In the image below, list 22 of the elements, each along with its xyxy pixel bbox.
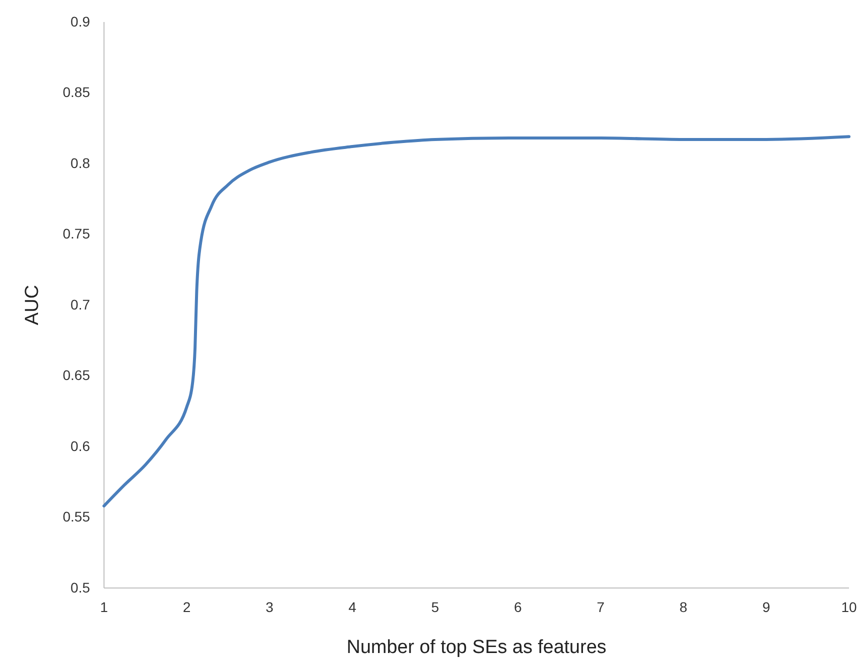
y-axis-title: AUC [22, 284, 43, 326]
x-tick-label: 9 [762, 598, 770, 615]
x-tick-label: 1 [100, 598, 108, 615]
x-tick-label: 8 [680, 598, 688, 615]
y-tick-label: 0.9 [70, 13, 90, 30]
y-tick-label: 0.7 [70, 296, 90, 312]
y-tick-label: 0.6 [70, 438, 90, 454]
x-tick-label: 6 [514, 598, 522, 615]
y-tick-label: 0.85 [62, 84, 90, 100]
line-series [102, 135, 850, 508]
x-tick-label: 10 [841, 598, 857, 615]
x-tick-label: 2 [182, 598, 191, 615]
y-tick-label: 0.55 [62, 508, 90, 525]
x-tick-label: 4 [348, 598, 356, 615]
y-tick-label: 0.8 [70, 154, 90, 171]
y-tick-label: 0.75 [62, 226, 90, 242]
y-tick-label: 0.5 [70, 579, 90, 596]
x-tick-label: 5 [431, 598, 440, 615]
x-tick-label: 3 [266, 598, 274, 615]
x-tick-label: 7 [596, 598, 605, 615]
x-axis-title: Number of top SEs as features [346, 637, 606, 658]
y-tick-label: 0.65 [62, 367, 90, 384]
